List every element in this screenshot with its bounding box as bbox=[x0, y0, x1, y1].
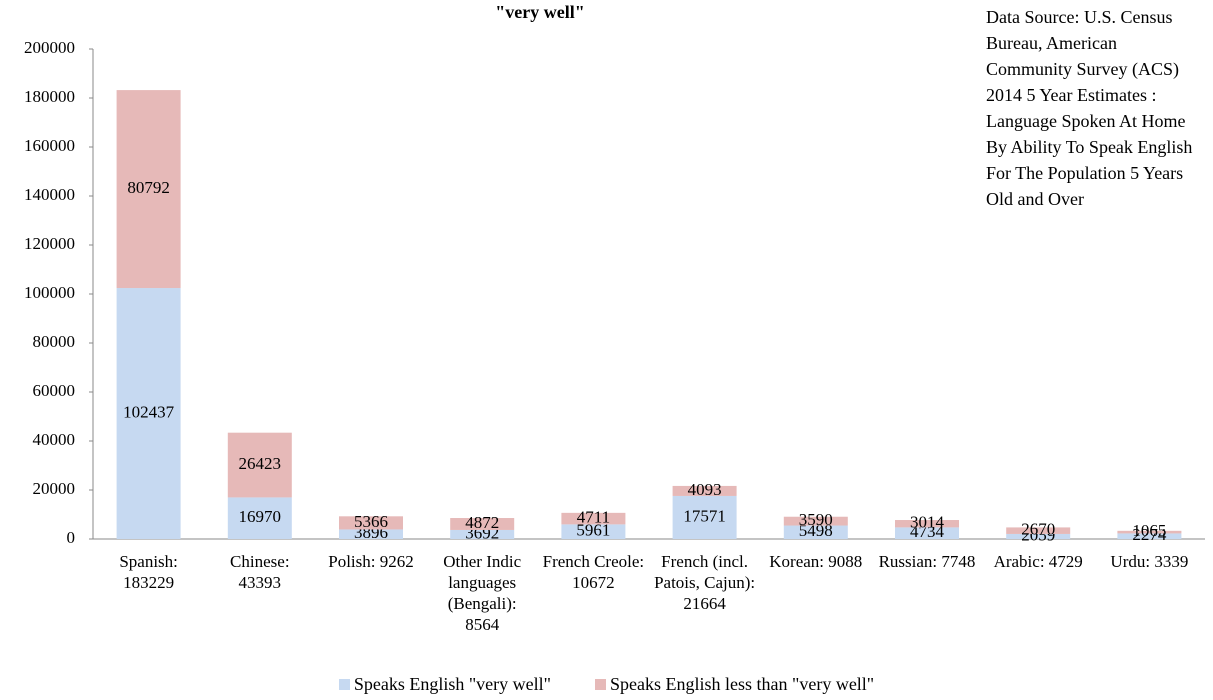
legend-label: Speaks English "very well" bbox=[353, 674, 551, 694]
y-tick-label: 80000 bbox=[33, 332, 76, 351]
data-label: 17571 bbox=[683, 506, 726, 525]
y-tick-label: 120000 bbox=[24, 234, 75, 253]
legend-swatch bbox=[595, 679, 606, 690]
bar-segment bbox=[672, 495, 737, 539]
bar-segment bbox=[783, 516, 848, 526]
y-tick-label: 60000 bbox=[33, 381, 76, 400]
x-tick-label: Polish: 9262 bbox=[328, 552, 414, 571]
annotation: Data Source: U.S. Census Bureau, America… bbox=[986, 7, 1193, 209]
bar-segment bbox=[339, 516, 403, 530]
x-tick-label: French Creole: 10672 bbox=[542, 552, 645, 592]
y-tick-label: 200000 bbox=[24, 38, 75, 57]
y-tick-label: 160000 bbox=[24, 136, 75, 155]
bar-segment bbox=[339, 529, 403, 539]
x-tick-label: Russian: 7748 bbox=[878, 552, 976, 571]
bar-segment bbox=[672, 485, 737, 496]
data-label: 2670 bbox=[1021, 520, 1055, 539]
bar-segment bbox=[1117, 533, 1182, 539]
bar-segment bbox=[561, 512, 626, 525]
bar-segment bbox=[1006, 527, 1071, 534]
bar-segment bbox=[116, 90, 181, 289]
x-tick-label: Korean: 9088 bbox=[769, 552, 863, 571]
data-label: 4872 bbox=[465, 513, 499, 532]
bar-segment bbox=[561, 524, 626, 539]
bar-segment bbox=[895, 520, 959, 528]
legend-swatch bbox=[338, 679, 350, 690]
bar-segment bbox=[227, 497, 292, 539]
x-tick-label: Urdu: 3339 bbox=[1110, 552, 1189, 571]
data-label: 1065 bbox=[1132, 521, 1166, 540]
x-tick-label: Spanish: 183229 bbox=[119, 552, 178, 592]
legend-label: Speaks English less than "very well" bbox=[610, 674, 875, 694]
data-label: 16970 bbox=[239, 507, 282, 526]
y-tick-label: 20000 bbox=[33, 479, 76, 498]
bar-segment bbox=[783, 525, 848, 539]
x-tick-label: Chinese: 43393 bbox=[230, 552, 290, 592]
legend-item: Speaks English less than "very well" bbox=[595, 674, 874, 695]
data-label: 4711 bbox=[577, 508, 610, 527]
bar-segment bbox=[450, 518, 515, 530]
y-tick-label: 140000 bbox=[24, 185, 75, 204]
data-label: 4093 bbox=[688, 480, 722, 499]
bar-segment bbox=[1006, 533, 1071, 539]
legend-item: Speaks English "very well" bbox=[338, 674, 551, 695]
data-label: 2274 bbox=[1132, 525, 1167, 544]
data-label: 80792 bbox=[127, 178, 170, 197]
data-label: 3014 bbox=[910, 513, 945, 532]
bar-segment bbox=[450, 529, 515, 539]
data-label: 3590 bbox=[799, 510, 833, 529]
bar-segment bbox=[895, 527, 959, 539]
y-tick-label: 0 bbox=[67, 528, 76, 547]
y-tick-label: 180000 bbox=[24, 87, 75, 106]
bar-segment bbox=[227, 432, 292, 498]
data-label: 5961 bbox=[576, 521, 610, 540]
legend: Speaks English "very well" Speaks English… bbox=[0, 674, 1213, 695]
chart-title: "very well" bbox=[495, 2, 584, 22]
x-tick-label: French (incl. Patois, Cajun): 21664 bbox=[654, 552, 756, 613]
x-tick-label: Other Indic languages (Bengali): 8564 bbox=[443, 552, 522, 634]
y-tick-label: 40000 bbox=[33, 430, 76, 449]
x-tick-label: Arabic: 4729 bbox=[993, 552, 1083, 571]
bar-segment bbox=[116, 288, 181, 539]
y-tick-label: 100000 bbox=[24, 283, 75, 302]
data-label: 26423 bbox=[239, 454, 282, 473]
bar-segment bbox=[1117, 530, 1182, 534]
data-label: 5366 bbox=[354, 512, 388, 531]
data-label: 5498 bbox=[799, 521, 833, 540]
data-label: 102437 bbox=[123, 402, 175, 421]
